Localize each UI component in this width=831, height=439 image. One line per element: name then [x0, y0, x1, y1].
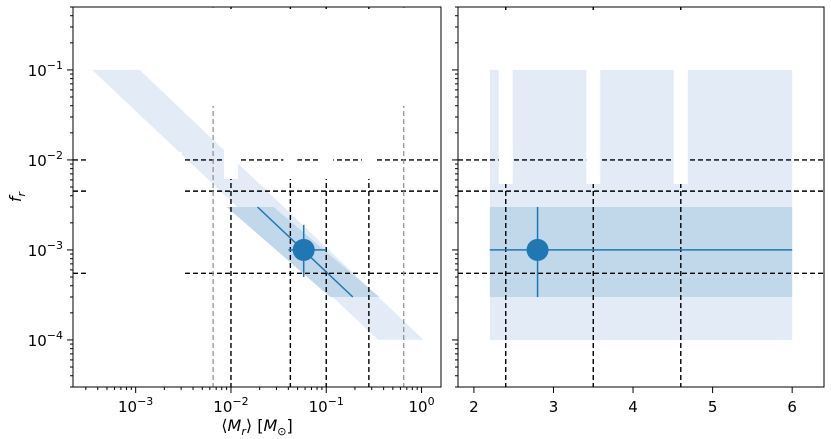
vline-label-bg	[205, 8, 220, 106]
y-tick-label: 10−2	[28, 149, 63, 170]
x-tick-label: 10−2	[213, 395, 248, 416]
vline-label-bg	[223, 9, 238, 179]
x-tick-label: 2	[469, 398, 479, 416]
x-axis-label: ⟨Mr⟩ [M⊙]	[221, 416, 292, 438]
y-axis-label: fr	[6, 190, 28, 202]
axes-frame	[457, 6, 825, 388]
x-tick-label: 6	[787, 398, 797, 416]
x-tick-label: 10−1	[309, 395, 344, 416]
data-point	[526, 238, 549, 261]
vline-label-bg	[673, 10, 688, 184]
y-tick-label: 10−4	[28, 329, 63, 350]
x-tick-label: 4	[628, 398, 638, 416]
vline-label-bg	[395, 8, 410, 106]
x-tick-label: 3	[549, 398, 559, 416]
vline-label-bg	[319, 9, 334, 179]
data-point	[292, 238, 315, 261]
y-tick-label: 10−3	[28, 239, 63, 260]
vline-label-bg	[283, 9, 298, 179]
hline-label-bg	[86, 151, 182, 168]
x-tick-label: 10−3	[118, 395, 153, 416]
x-tick-label: 5	[708, 398, 718, 416]
left-panel: 10−4 10−3 10−2 10−1 10−3 10−2 10−1 100 ⟨Mr⟩ [M⊙]…	[6, 6, 442, 438]
outer-band	[489, 69, 793, 340]
vline-label-bg	[361, 9, 376, 179]
hline-label-bg	[86, 265, 182, 282]
axes-frame	[72, 6, 442, 388]
right-panel: 2 3 4 5 6	[452, 6, 825, 416]
y-tick-label: 10−1	[28, 59, 63, 80]
vline-label-bg	[586, 10, 601, 184]
hline-label-bg	[86, 183, 182, 200]
vline-label-bg	[498, 10, 513, 184]
x-tick-label: 100	[409, 395, 435, 416]
